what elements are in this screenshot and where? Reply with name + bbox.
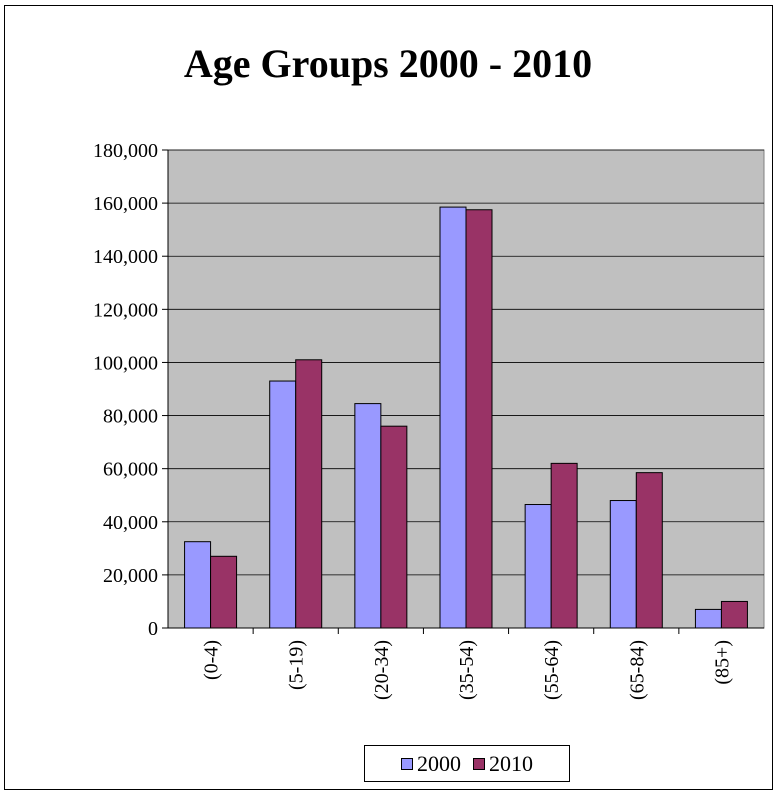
y-tick-label: 120,000 bbox=[93, 299, 158, 321]
y-tick-label: 80,000 bbox=[103, 406, 158, 428]
y-tick-label: 0 bbox=[148, 618, 158, 640]
y-tick-label: 20,000 bbox=[103, 565, 158, 587]
y-tick-label: 100,000 bbox=[93, 352, 158, 374]
bar-2000-1 bbox=[269, 380, 297, 629]
y-tick-label: 160,000 bbox=[93, 193, 158, 215]
x-tick-label: (85+) bbox=[711, 640, 733, 685]
legend-label-2010: 2010 bbox=[489, 750, 533, 776]
bar-2010-4 bbox=[550, 462, 578, 629]
y-tick-label: 140,000 bbox=[93, 246, 158, 268]
legend-item-2010: 2010 bbox=[473, 751, 533, 777]
legend-swatch-2000 bbox=[401, 757, 413, 770]
legend-label-2000: 2000 bbox=[417, 750, 461, 776]
x-tick-label: (65-84) bbox=[626, 640, 648, 700]
bar-2000-6 bbox=[694, 608, 722, 629]
x-tick-label: (0-4) bbox=[201, 640, 223, 680]
bar-2010-3 bbox=[465, 209, 493, 629]
chart-title: Age Groups 2000 - 2010 bbox=[183, 41, 593, 86]
bar-2000-4 bbox=[524, 504, 552, 629]
legend-swatch-2010 bbox=[473, 757, 485, 770]
x-tick-label: (55-64) bbox=[541, 640, 563, 700]
bar-2010-2 bbox=[380, 425, 408, 629]
bar-2000-0 bbox=[184, 541, 212, 629]
x-tick-label: (35-54) bbox=[456, 640, 478, 700]
bar-2000-3 bbox=[439, 206, 467, 629]
bar-2010-1 bbox=[295, 359, 323, 629]
bar-2010-5 bbox=[635, 472, 663, 629]
legend: 2000 2010 bbox=[364, 745, 570, 782]
legend-item-2000: 2000 bbox=[401, 751, 461, 777]
bar-2000-2 bbox=[354, 403, 382, 629]
y-tick-label: 40,000 bbox=[103, 512, 158, 534]
y-tick-label: 60,000 bbox=[103, 459, 158, 481]
x-tick-label: (5-19) bbox=[286, 640, 308, 690]
bar-2010-6 bbox=[720, 600, 748, 629]
x-tick-label: (20-34) bbox=[371, 640, 393, 700]
y-tick-label: 180,000 bbox=[93, 140, 158, 162]
bar-2010-0 bbox=[210, 555, 238, 629]
bar-2000-5 bbox=[609, 500, 637, 629]
plot-area: 0 20,000 40,000 60,000 80,000 100,000 120,000 1… bbox=[93, 140, 765, 700]
